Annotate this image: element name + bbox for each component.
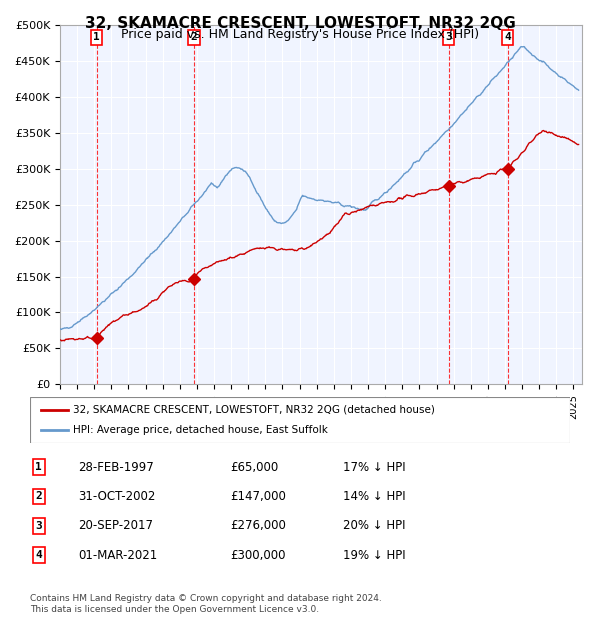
Text: 4: 4 — [505, 32, 511, 42]
Text: £147,000: £147,000 — [230, 490, 286, 503]
Text: 19% ↓ HPI: 19% ↓ HPI — [343, 549, 406, 562]
Text: 17% ↓ HPI: 17% ↓ HPI — [343, 461, 406, 474]
Text: 2: 2 — [35, 492, 42, 502]
Text: £65,000: £65,000 — [230, 461, 278, 474]
Text: 1: 1 — [94, 32, 100, 42]
Text: 32, SKAMACRE CRESCENT, LOWESTOFT, NR32 2QG (detached house): 32, SKAMACRE CRESCENT, LOWESTOFT, NR32 2… — [73, 405, 435, 415]
Text: 20% ↓ HPI: 20% ↓ HPI — [343, 519, 406, 532]
Text: 14% ↓ HPI: 14% ↓ HPI — [343, 490, 406, 503]
Text: 01-MAR-2021: 01-MAR-2021 — [79, 549, 158, 562]
Text: 32, SKAMACRE CRESCENT, LOWESTOFT, NR32 2QG: 32, SKAMACRE CRESCENT, LOWESTOFT, NR32 2… — [85, 16, 515, 30]
Text: 3: 3 — [445, 32, 452, 42]
Text: Contains HM Land Registry data © Crown copyright and database right 2024.
This d: Contains HM Land Registry data © Crown c… — [30, 595, 382, 614]
Text: £300,000: £300,000 — [230, 549, 286, 562]
Text: HPI: Average price, detached house, East Suffolk: HPI: Average price, detached house, East… — [73, 425, 328, 435]
Text: 20-SEP-2017: 20-SEP-2017 — [79, 519, 154, 532]
Text: 31-OCT-2002: 31-OCT-2002 — [79, 490, 156, 503]
Text: 28-FEB-1997: 28-FEB-1997 — [79, 461, 154, 474]
Text: 1: 1 — [35, 462, 42, 472]
Text: 2: 2 — [191, 32, 197, 42]
Text: £276,000: £276,000 — [230, 519, 286, 532]
Text: 4: 4 — [35, 550, 42, 560]
Text: 3: 3 — [35, 521, 42, 531]
Text: Price paid vs. HM Land Registry's House Price Index (HPI): Price paid vs. HM Land Registry's House … — [121, 28, 479, 41]
FancyBboxPatch shape — [30, 397, 570, 443]
